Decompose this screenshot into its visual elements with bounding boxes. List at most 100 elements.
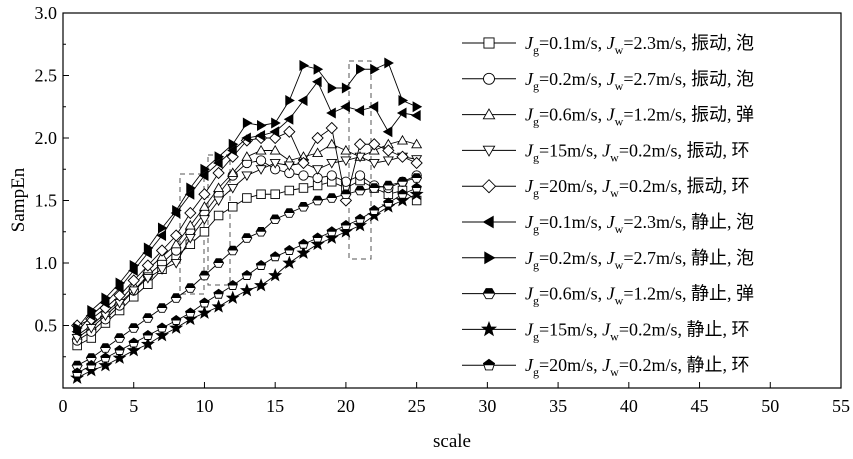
marker-shape [239,283,254,297]
data-point [198,215,210,225]
data-point [142,313,154,323]
marker-shape [126,343,141,357]
marker-shape [411,138,423,149]
legend-text: Jg=0.6m/s, Jw=1.2m/s, 振动, 弹 [525,105,754,129]
marker-shape [326,193,337,198]
data-point [239,283,254,297]
data-point [213,157,223,169]
marker-shape [368,204,380,215]
marker-shape [143,242,154,254]
data-point [397,177,408,187]
marker-shape [141,259,155,272]
marker-shape [129,338,139,343]
marker-shape [411,173,423,183]
data-point [271,117,281,129]
marker-shape [397,188,408,199]
series-line [76,80,417,333]
data-point [298,202,309,212]
marker-shape [184,219,196,230]
marker-shape [327,226,337,232]
data-point [410,156,423,170]
marker-shape [369,183,380,188]
legend-gas-value: =0.6m/s, [539,284,607,304]
data-point [284,244,295,255]
marker-shape [341,220,351,226]
marker-shape [198,270,210,281]
marker-shape [325,121,338,135]
data-point [85,353,97,363]
data-point [115,277,126,289]
data-point [326,226,337,237]
marker-shape [71,367,83,378]
marker-shape [298,202,309,212]
data-point [128,323,140,333]
legend-subscript: w [610,186,619,200]
marker-shape [326,226,337,237]
data-point [87,304,97,317]
data-point [326,158,338,169]
data-point [142,273,154,284]
data-point [198,270,210,281]
marker-shape [98,358,113,372]
x-tick-label: 35 [549,396,567,416]
marker-shape [128,337,139,348]
data-point [312,76,322,88]
data-point [411,173,423,183]
marker-shape [86,359,97,370]
data-point [382,144,395,157]
legend-text: Jg=0.2m/s, Jw=2.7m/s, 静止, 泡 [525,248,754,272]
marker-shape [355,214,365,220]
data-point [269,144,281,155]
marker-shape [73,322,83,334]
legend-liquid-value: =0.2m/s, 静止, 环 [619,355,750,375]
legend-marker [482,108,496,120]
data-point [198,201,210,211]
marker-shape [100,352,111,363]
data-point [213,182,225,193]
legend-item: Jg=0.6m/s, Jw=1.2m/s, 静止, 弹 [462,284,754,308]
data-point [340,156,352,167]
data-point [170,293,182,303]
legend-gas-value: =15m/s, [539,319,602,339]
marker-shape [310,236,325,251]
data-point [255,259,267,270]
marker-shape [172,204,182,217]
data-point [241,233,253,243]
marker-shape [170,258,182,269]
marker-shape [383,198,394,203]
data-point [170,258,182,269]
marker-shape [242,193,252,203]
marker-shape [283,113,294,125]
data-point [283,125,296,138]
data-point [184,219,196,230]
marker-shape [87,304,97,317]
marker-shape [410,156,423,170]
legend-symbol: J [607,212,616,232]
marker-shape [228,280,238,286]
legend-subscript: g [533,365,539,379]
marker-shape [326,170,337,181]
marker-shape [241,171,253,182]
y-tick-label: 0.5 [35,316,58,336]
x-tick-label: 25 [408,396,426,416]
marker-shape [114,345,125,351]
data-point [170,229,183,242]
data-point [353,218,368,232]
marker-shape [271,117,281,129]
legend-gas-value: =0.6m/s, [539,105,607,125]
legend-background [452,24,832,380]
marker-shape [396,107,407,119]
data-point [156,322,168,333]
marker-shape [285,94,295,107]
legend-symbol: J [525,212,534,232]
data-point [128,337,139,348]
marker-shape [199,297,210,308]
data-point [212,166,225,180]
marker-shape [397,189,408,195]
data-point [382,180,394,191]
legend-marker [482,215,494,229]
marker-shape [340,156,352,167]
marker-shape [340,144,352,155]
marker-shape [156,322,168,333]
